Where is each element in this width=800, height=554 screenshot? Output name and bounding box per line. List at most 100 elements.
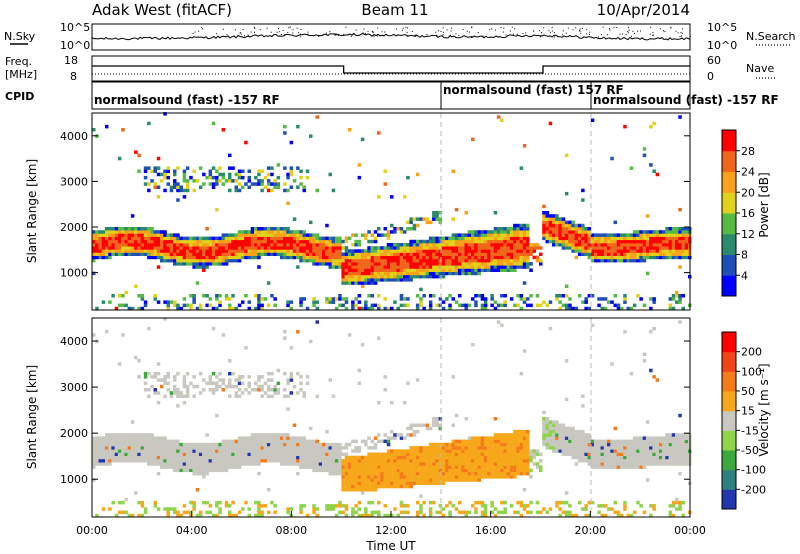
power-cell — [412, 246, 417, 250]
power-cell — [548, 236, 553, 241]
velocity-cell — [396, 433, 400, 437]
velocity-cell — [98, 455, 102, 460]
velocity-cell — [224, 442, 229, 447]
power-cell — [406, 255, 410, 260]
power-cell — [296, 249, 300, 253]
velocity-cell — [613, 439, 617, 444]
velocity-cell — [260, 439, 264, 444]
colorbar-swatch — [722, 233, 736, 255]
velocity-cell — [662, 459, 666, 463]
power-cell — [134, 230, 138, 234]
power-cell — [519, 246, 524, 250]
power-cell — [305, 239, 310, 244]
velocity-cell — [351, 459, 355, 463]
velocity-cell — [250, 436, 255, 440]
velocity-cell — [325, 462, 329, 466]
velocity-cell — [140, 436, 145, 440]
velocity-cell — [176, 513, 180, 518]
velocity-cell — [266, 488, 271, 492]
velocity-cell — [399, 481, 404, 485]
power-cell — [105, 252, 109, 256]
power-cell — [483, 265, 488, 269]
power-cell — [360, 278, 365, 282]
power-cell — [435, 303, 439, 308]
power-cell — [678, 252, 682, 256]
power-cell — [289, 246, 294, 250]
power-cell — [383, 252, 387, 256]
velocity-cell — [412, 452, 417, 456]
velocity-cell — [600, 442, 604, 447]
velocity-cell — [403, 481, 407, 485]
power-cell — [629, 249, 634, 253]
power-cell — [150, 236, 154, 241]
velocity-cell — [564, 439, 569, 444]
velocity-cell — [328, 465, 332, 469]
power-cell — [189, 243, 193, 247]
power-cell — [678, 294, 682, 298]
velocity-cell — [548, 436, 553, 440]
velocity-cell — [357, 468, 362, 473]
power-cell — [185, 255, 190, 260]
velocity-cell — [338, 452, 342, 456]
velocity-cell — [367, 459, 371, 463]
velocity-cell — [111, 442, 115, 447]
power-cell — [655, 172, 660, 177]
power-cell — [477, 236, 481, 241]
velocity-cell — [532, 462, 536, 466]
power-cell — [270, 246, 274, 250]
power-cell — [263, 243, 268, 247]
power-cell — [195, 252, 200, 256]
power-cell — [390, 306, 394, 311]
power-cell — [545, 211, 549, 215]
velocity-cell — [176, 455, 180, 460]
velocity-cell — [247, 446, 251, 450]
power-cell — [409, 268, 413, 272]
power-cell — [607, 300, 611, 304]
power-cell — [471, 262, 475, 266]
velocity-cell — [383, 478, 387, 482]
power-cell — [422, 258, 426, 263]
cpid-segment-2: normalsound (fast) 157 RF — [443, 83, 624, 97]
power-cell — [140, 252, 145, 256]
velocity-cell — [312, 455, 316, 460]
velocity-cell — [480, 439, 485, 444]
power-cell — [668, 255, 673, 260]
power-cell — [111, 233, 115, 237]
velocity-cell — [347, 442, 352, 447]
velocity-cell — [341, 488, 345, 492]
velocity-cell — [383, 475, 387, 479]
power-cell — [305, 249, 310, 253]
power-cell — [558, 227, 562, 231]
velocity-cell — [480, 452, 485, 456]
velocity-cell — [503, 468, 507, 473]
power-cell — [435, 217, 439, 221]
velocity-cell — [461, 439, 465, 444]
power-y-axis-label: Slant Range [km] — [25, 159, 39, 263]
power-cell — [613, 233, 617, 237]
velocity-cell — [153, 449, 157, 453]
power-cell — [347, 236, 352, 241]
power-cell — [231, 249, 235, 253]
power-cell — [425, 246, 430, 250]
velocity-cell — [564, 442, 569, 447]
power-cell — [500, 265, 504, 269]
power-cell — [516, 262, 520, 266]
power-cell — [438, 255, 443, 260]
power-cell — [195, 281, 200, 285]
velocity-cell — [509, 446, 514, 450]
power-cell — [642, 255, 647, 260]
velocity-cell — [526, 433, 530, 437]
power-cell — [257, 243, 261, 247]
power-cell — [338, 262, 342, 266]
velocity-cell — [309, 452, 313, 456]
power-cell — [273, 179, 277, 183]
velocity-cell — [454, 507, 459, 511]
y-tick-label: 1000 — [60, 267, 88, 280]
freq-tick-top: 18 — [64, 54, 78, 67]
velocity-cell — [522, 446, 527, 450]
velocity-cell — [607, 507, 611, 511]
power-cell — [467, 265, 472, 269]
power-cell — [309, 236, 313, 241]
velocity-cell — [237, 378, 242, 382]
power-cell — [406, 220, 410, 225]
